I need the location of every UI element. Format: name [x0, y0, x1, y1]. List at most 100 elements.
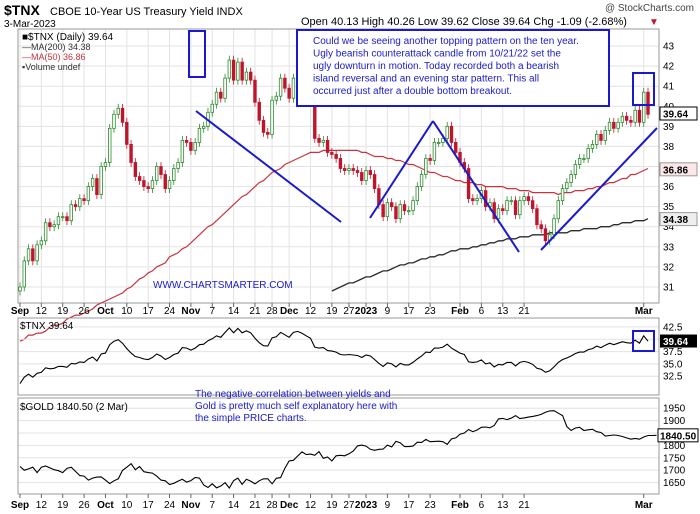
- x-tick-label: Oct: [97, 306, 114, 317]
- instrument-name: CBOE 10-Year US Treasury Yield INDX: [50, 6, 243, 18]
- gold-line-series: [19, 410, 657, 489]
- gold-panel-label: $GOLD 1840.50 (2 Mar): [20, 402, 128, 413]
- candle-body: [338, 158, 343, 169]
- y-tick-label: 42: [663, 62, 675, 73]
- candle-body: [176, 162, 180, 169]
- candle-body: [56, 216, 61, 226]
- x-tick-label: Feb: [451, 500, 469, 511]
- candle-body: [108, 127, 112, 163]
- x-tick-label: 23: [425, 500, 437, 511]
- y-tick-label: 1900: [663, 416, 686, 427]
- candle-body: [18, 286, 22, 292]
- x-tick-label: 9: [385, 500, 391, 511]
- trendline-down-2: [432, 120, 520, 253]
- x-tick-label: 21: [249, 306, 261, 317]
- annotation-line: ugly downturn in motion. Today recorded …: [313, 61, 559, 72]
- x-tick-label: Dec: [280, 306, 299, 317]
- candle-body: [48, 222, 52, 228]
- y-tick-label: 37.5: [663, 347, 683, 358]
- candle-body: [351, 168, 355, 171]
- x-tick-label: 28: [266, 306, 278, 317]
- candle-body: [325, 139, 330, 153]
- last-price-tag-bg: [659, 106, 698, 121]
- ma50-tag-bg: [659, 162, 698, 177]
- x-tick-label: 21: [519, 500, 531, 511]
- candle-body: [347, 168, 351, 171]
- x-tick-label: 19: [57, 306, 69, 317]
- candle-body: [78, 198, 82, 208]
- x-tick-label: 2023: [355, 306, 378, 317]
- x-tick-label: 14: [228, 306, 240, 317]
- candle-body: [172, 168, 176, 181]
- gold-last-tag-bg: [657, 428, 699, 443]
- tnx-y-axis: 42.540.037.535.032.539.64: [660, 322, 697, 383]
- y-tick-label: 1950: [663, 404, 686, 415]
- x-tick-label: 7: [209, 500, 215, 511]
- candle-body: [573, 164, 578, 175]
- candle-body: [475, 198, 479, 202]
- candle-body: [210, 103, 214, 113]
- candle-body: [364, 170, 368, 181]
- candle-body: [471, 198, 475, 202]
- y-tick-label: 42.5: [663, 322, 683, 333]
- candle-body: [39, 240, 44, 246]
- candle-body: [389, 202, 394, 208]
- y-tick-label: 43: [663, 42, 675, 53]
- candle-body: [586, 148, 590, 159]
- watermark: WWW.CHARTSMARTER.COM: [153, 280, 293, 291]
- candle-body: [125, 121, 129, 145]
- candle-body: [616, 121, 620, 129]
- note-line: the simple PRICE charts.: [195, 413, 307, 424]
- x-tick-label: Mar: [635, 306, 653, 317]
- y-tick-label: 35: [663, 202, 675, 213]
- ma50-line: [19, 149, 649, 342]
- chart-date: 3-Mar-2023: [4, 19, 56, 30]
- x-tick-label: 24: [164, 500, 176, 511]
- candle-body: [398, 204, 402, 220]
- down-arrow-icon: ▼: [649, 17, 659, 28]
- candle-body: [184, 139, 189, 143]
- candle-body: [505, 200, 509, 212]
- ma200-tag-bg: [659, 212, 698, 227]
- trendline-annotations: [188, 30, 658, 253]
- gold-panel-grid: [18, 407, 659, 484]
- x-tick-label: 26: [79, 500, 91, 511]
- candle-body: [624, 115, 629, 121]
- x-tick-label: 24: [164, 306, 176, 317]
- symbol: $TNX: [4, 2, 40, 18]
- candle-body: [522, 196, 526, 202]
- y-tick-label: 32: [663, 262, 675, 273]
- candle-body: [565, 182, 569, 189]
- annotation-box: [296, 29, 610, 107]
- candle-body: [334, 154, 338, 159]
- tnx-panel-grid: [18, 326, 659, 377]
- gold-panel-frame: [17, 397, 660, 495]
- candle-body: [253, 79, 257, 103]
- candle-body: [112, 113, 116, 129]
- candle-body: [629, 119, 633, 123]
- x-tick-label: 17: [403, 500, 415, 511]
- x-tick-label: 19: [326, 500, 338, 511]
- x-tick-label: Feb: [451, 306, 469, 317]
- ma200-tag: 34.38: [663, 215, 688, 226]
- correlation-note: The negative correlation between yields …: [195, 389, 397, 424]
- x-tick-label: 6: [479, 500, 485, 511]
- candle-body: [142, 180, 146, 187]
- candle-body: [86, 186, 91, 202]
- candle-body: [99, 166, 103, 196]
- candle-body: [355, 170, 360, 173]
- x-tick-label: 23: [425, 306, 437, 317]
- candle-body: [189, 142, 193, 151]
- candle-body: [342, 168, 347, 171]
- candle-body: [612, 121, 616, 129]
- candle-body: [159, 166, 163, 175]
- candle-body: [155, 166, 159, 181]
- candle-body: [642, 91, 646, 123]
- candle-body: [240, 61, 244, 81]
- tnx-line-series: [19, 327, 649, 384]
- candle-body: [445, 125, 449, 139]
- candle-body: [257, 101, 261, 121]
- candle-body: [637, 109, 642, 123]
- candle-body: [394, 206, 398, 220]
- candle-body: [103, 162, 108, 167]
